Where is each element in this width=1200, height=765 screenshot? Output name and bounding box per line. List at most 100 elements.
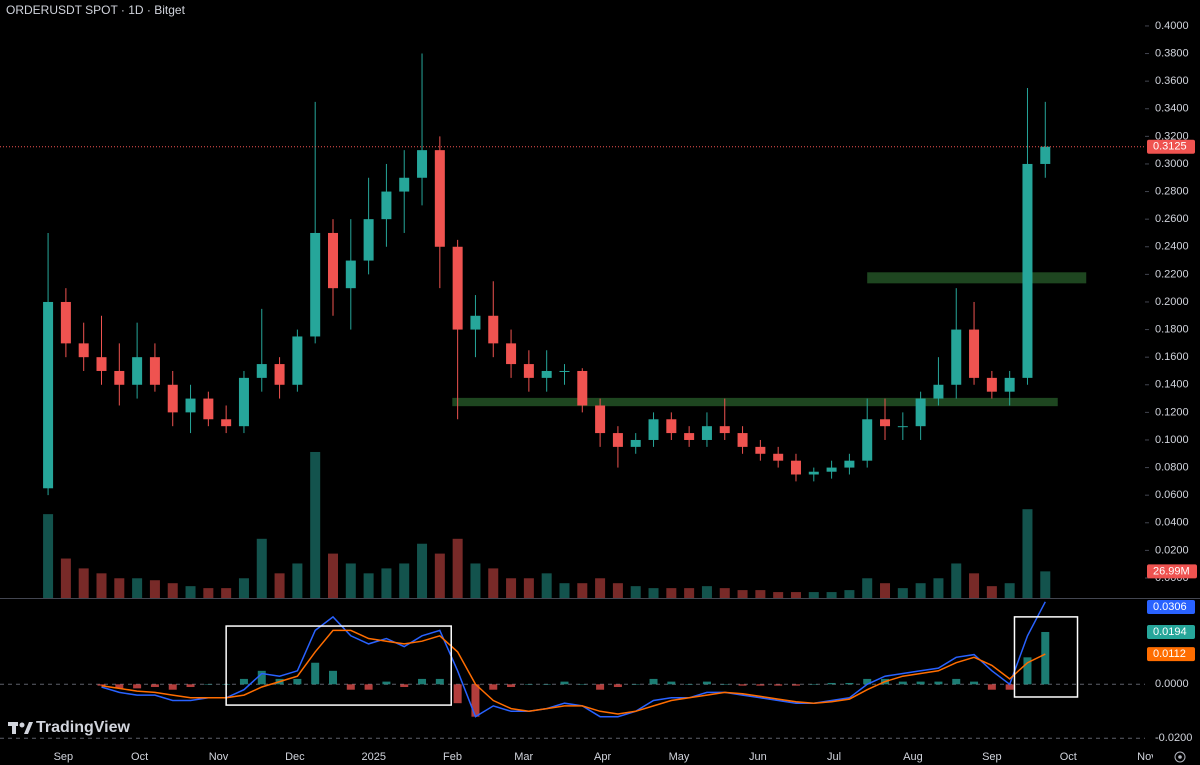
candle-body [470, 315, 481, 330]
volume [43, 451, 1051, 598]
gear[interactable] [1174, 751, 1186, 763]
x-tick-label: Jul [827, 751, 841, 763]
x-tick-label: Sep [54, 751, 74, 763]
macd-histogram-bar [435, 678, 444, 685]
macd-histogram-bar [97, 684, 106, 686]
settings-icon[interactable] [1174, 751, 1186, 763]
x-tick-label: 2025 [362, 751, 386, 763]
candle-body [719, 426, 730, 434]
candles [0, 53, 1145, 496]
volume-bar [719, 588, 730, 598]
candle-body [755, 446, 766, 454]
candle-body [933, 384, 944, 399]
y-tick-label: 0.0600 [1155, 489, 1189, 501]
volume-bar [221, 588, 232, 598]
candle-body [1022, 163, 1033, 378]
volume-bar [808, 592, 819, 598]
macd-histogram-bar [293, 678, 302, 685]
macd-label-box [1147, 647, 1195, 662]
y-tick-label: 0.2600 [1155, 213, 1189, 225]
x-tick-label: Mar [514, 751, 533, 763]
macd-histogram-bar [418, 678, 427, 685]
macd-label: 0.0306 [1153, 601, 1187, 613]
macd-histogram-bar [845, 682, 854, 685]
y-tick-label: 0.1800 [1155, 323, 1189, 335]
macd-histogram-bar [239, 678, 248, 685]
macd-histogram-bar [453, 684, 462, 704]
candle-body [203, 398, 214, 420]
y-tick-label: 0.2800 [1155, 185, 1189, 197]
x-tick-label: May [669, 751, 690, 763]
x-tick-label: Jun [749, 751, 767, 763]
candle-body [167, 384, 178, 413]
volume-bar [684, 588, 695, 598]
volume-bar [844, 590, 855, 598]
macd-histogram-bar [774, 684, 783, 686]
y-tick-label: 0.3000 [1155, 158, 1189, 170]
volume-bar [897, 588, 908, 598]
volume-bar [969, 573, 980, 598]
volume-bar [773, 592, 784, 598]
volume-bar [96, 573, 107, 598]
price-label: 0.3125 [1153, 141, 1187, 153]
macd-histogram-bar [168, 684, 177, 690]
candle-body [417, 150, 428, 178]
candle-body [648, 419, 659, 440]
volume-bar [506, 578, 517, 598]
y-tick-label: 0.1000 [1155, 434, 1189, 446]
last-labels: 0.3125 26.99M 0.0306 0.0112 0.0194 [1147, 139, 1197, 662]
zone [452, 397, 1058, 407]
macd-line [101, 601, 1046, 718]
macd-histogram-bar [578, 684, 587, 685]
y-tick-label: 0.4000 [1155, 20, 1189, 32]
candle-body [897, 426, 908, 428]
volume-bar [1040, 571, 1051, 598]
candle-body [701, 426, 712, 440]
volume-bar [363, 573, 374, 598]
volume-bar [238, 578, 249, 598]
volume-bar [523, 578, 534, 598]
gear-center[interactable] [1178, 755, 1182, 759]
candle-body [60, 301, 71, 344]
macd-histogram-bar [382, 681, 391, 685]
volume-bar [292, 563, 303, 598]
candle-body [132, 357, 143, 385]
x-tick-label: Aug [903, 751, 923, 763]
macd-histogram-bar [346, 684, 355, 690]
volume-bar [595, 578, 606, 598]
candle-body [434, 150, 445, 247]
volume-bar [167, 583, 178, 598]
macd-histogram-bar [489, 684, 498, 690]
volume-bar [185, 586, 196, 598]
macd-histogram-bar [364, 684, 373, 690]
volume-bar [755, 590, 766, 598]
macd-histogram-bar [809, 684, 818, 685]
candle-body [612, 433, 623, 447]
highlight-box [1013, 616, 1079, 698]
volume-label: 26.99M [1153, 565, 1190, 577]
x-tick-label: Oct [1060, 751, 1077, 763]
volume-bar [701, 586, 712, 598]
volume-bar [470, 563, 481, 598]
y-tick-label: 0.0400 [1155, 517, 1189, 529]
candle-body [96, 357, 107, 371]
macd-histogram-bar [791, 684, 800, 686]
y-tick-label: 0.3400 [1155, 103, 1189, 115]
x-tick-label: Apr [594, 751, 611, 763]
candle-body [381, 191, 392, 220]
macd-histogram-bar [613, 684, 622, 688]
volume-bar [381, 568, 392, 598]
price-label-box [1147, 139, 1195, 154]
candle-body [844, 460, 855, 468]
macd-histogram-bar [507, 684, 516, 688]
macd-histogram-bar [1041, 631, 1050, 685]
macd-histogram-bar [952, 678, 961, 685]
candle-body [880, 419, 891, 427]
macd-histogram-bar [524, 684, 533, 685]
macd-histogram-bar [560, 681, 569, 685]
volume-bar [78, 568, 89, 598]
candle-body [238, 377, 249, 427]
